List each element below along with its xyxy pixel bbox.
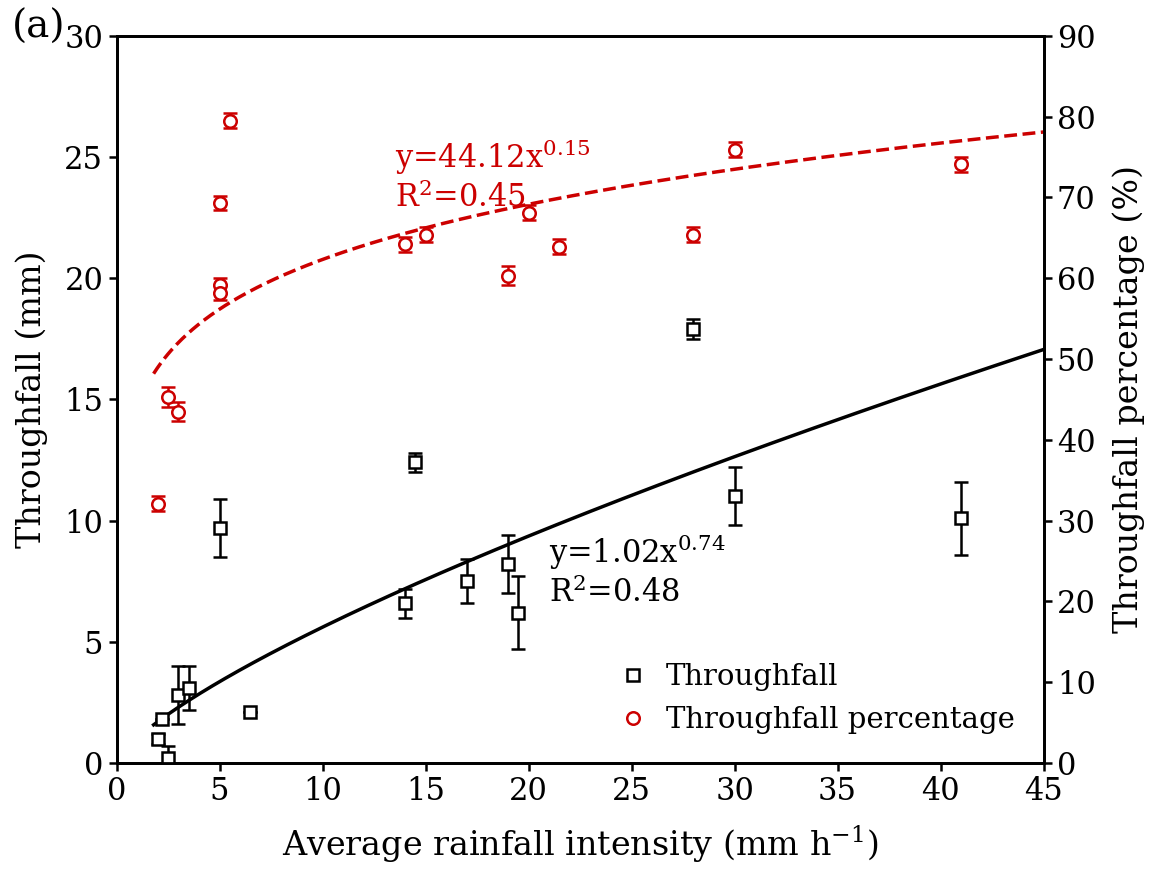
Legend: Throughfall, Throughfall percentage: Throughfall, Throughfall percentage [604, 649, 1029, 749]
X-axis label: Average rainfall intensity (mm h$^{-1}$): Average rainfall intensity (mm h$^{-1}$) [282, 824, 878, 865]
Y-axis label: Throughfall percentage (%): Throughfall percentage (%) [1112, 165, 1145, 634]
Text: y=1.02x$^{0.74}$
R$^2$=0.48: y=1.02x$^{0.74}$ R$^2$=0.48 [549, 532, 726, 610]
Y-axis label: Throughfall (mm): Throughfall (mm) [15, 251, 48, 548]
Text: y=44.12x$^{0.15}$
R$^2$=0.45: y=44.12x$^{0.15}$ R$^2$=0.45 [394, 137, 590, 215]
Text: (a): (a) [12, 9, 65, 46]
